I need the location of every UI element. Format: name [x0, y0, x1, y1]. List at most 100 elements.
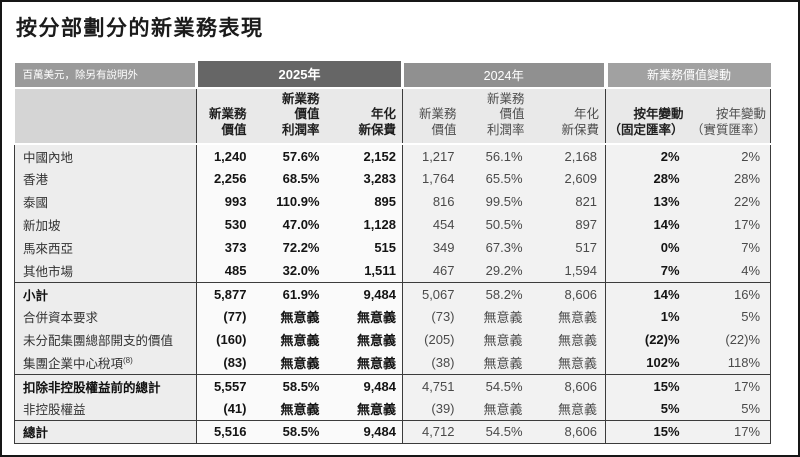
- cell-2024-margin: 29.2%: [462, 259, 531, 283]
- cell-2024-anp: 2,168: [530, 144, 606, 168]
- row-label-cell: 香港: [14, 167, 197, 191]
- cell-2025-nbv: (41): [196, 397, 253, 421]
- cell-2025-nbv: 530: [196, 213, 253, 237]
- table-band-row: 百萬美元，除另有說明外 2025年 2024年 新業務價值變動: [14, 58, 771, 88]
- cell-yoy-actual-rate: 16%: [685, 281, 772, 306]
- cell-2024-margin: 58.2%: [462, 281, 531, 306]
- page-title: 按分部劃分的新業務表現: [16, 17, 264, 40]
- cell-2024-nbv: 1,764: [402, 167, 463, 191]
- cell-yoy-actual-rate: (22)%: [685, 328, 772, 352]
- cell-2025-nbv: 2,256: [196, 167, 253, 191]
- cell-yoy-actual-rate: 118%: [685, 351, 772, 375]
- cell-2025-anp: 9,484: [325, 373, 403, 398]
- cell-2024-nbv: 467: [402, 259, 463, 283]
- row-label-cell: 總計: [14, 419, 197, 444]
- subheader-yoy-fixed-rate: 按年變動 （固定匯率）: [605, 86, 686, 146]
- cell-2024-nbv: 5,067: [402, 281, 463, 306]
- table-row: 泰國 993 110.9% 895 816 99.5% 821 13% 22%: [14, 190, 772, 214]
- new-business-performance-table: 百萬美元，除另有說明外 2025年 2024年 新業務價值變動 新業務 價值 新…: [14, 58, 772, 444]
- cell-yoy-fixed-rate: (22)%: [605, 328, 686, 352]
- cell-2025-nbv: 5,516: [196, 419, 253, 444]
- cell-2024-margin: 無意義: [462, 351, 531, 375]
- cell-2024-anp: 8,606: [530, 419, 606, 444]
- table-row: 馬來西亞 373 72.2% 515 349 67.3% 517 0% 7%: [14, 236, 772, 260]
- cell-2024-anp: 2,609: [530, 167, 606, 191]
- cell-2025-anp: 9,484: [325, 281, 403, 306]
- cell-2024-anp: 517: [530, 236, 606, 260]
- table-row: 其他市場 485 32.0% 1,511 467 29.2% 1,594 7% 4%: [14, 259, 772, 283]
- cell-yoy-actual-rate: 17%: [685, 213, 772, 237]
- table-row: 小計 5,877 61.9% 9,484 5,067 58.2% 8,606 14% 16%: [14, 281, 772, 306]
- cell-2024-nbv: 816: [402, 190, 463, 214]
- cell-2025-margin: 68.5%: [252, 167, 326, 191]
- row-label-cell: 扣除非控股權益前的總計: [14, 373, 197, 398]
- row-label-cell: 馬來西亞: [14, 236, 197, 260]
- cell-yoy-actual-rate: 28%: [685, 167, 772, 191]
- cell-2024-margin: 65.5%: [462, 167, 531, 191]
- cell-2024-margin: 54.5%: [462, 419, 531, 444]
- cell-yoy-fixed-rate: 7%: [605, 259, 686, 283]
- cell-2024-anp: 821: [530, 190, 606, 214]
- cell-2024-anp: 無意義: [530, 397, 606, 421]
- cell-2025-nbv: 1,240: [196, 144, 253, 168]
- table-row: 扣除非控股權益前的總計 5,557 58.5% 9,484 4,751 54.5% 8,60…: [14, 373, 772, 398]
- cell-2025-nbv: (77): [196, 305, 253, 329]
- cell-yoy-fixed-rate: 13%: [605, 190, 686, 214]
- cell-yoy-fixed-rate: 15%: [605, 419, 686, 444]
- cell-2024-anp: 8,606: [530, 281, 606, 306]
- cell-yoy-actual-rate: 17%: [685, 373, 772, 398]
- cell-yoy-actual-rate: 5%: [685, 305, 772, 329]
- subheader-2025-anp: 年化 新保費: [325, 86, 403, 146]
- subheader-2024-nbv: 新業務 價值: [402, 86, 463, 146]
- cell-2024-margin: 99.5%: [462, 190, 531, 214]
- cell-2024-nbv: (39): [402, 397, 463, 421]
- band-2025: 2025年: [194, 60, 403, 88]
- cell-2024-anp: 1,594: [530, 259, 606, 283]
- cell-2025-nbv: 5,557: [196, 373, 253, 398]
- cell-yoy-fixed-rate: 102%: [605, 351, 686, 375]
- subheader-2024-margin: 新業務 價值 利潤率: [462, 86, 531, 146]
- cell-2025-margin: 61.9%: [252, 281, 326, 306]
- cell-2025-margin: 無意義: [252, 328, 326, 352]
- cell-2024-nbv: 4,712: [402, 419, 463, 444]
- row-label-cell: 非控股權益: [14, 397, 197, 421]
- cell-2025-anp: 3,283: [325, 167, 403, 191]
- cell-2025-anp: 無意義: [325, 328, 403, 352]
- unit-note: 百萬美元，除另有說明外: [14, 58, 197, 88]
- cell-2025-anp: 2,152: [325, 144, 403, 168]
- footnote-marker: (8): [123, 355, 133, 365]
- cell-yoy-fixed-rate: 14%: [605, 281, 686, 306]
- cell-2025-nbv: 373: [196, 236, 253, 260]
- cell-2024-margin: 54.5%: [462, 373, 531, 398]
- subheader-2024-anp: 年化 新保費: [530, 86, 606, 146]
- cell-2024-anp: 897: [530, 213, 606, 237]
- cell-2025-margin: 47.0%: [252, 213, 326, 237]
- cell-2024-nbv: 1,217: [402, 144, 463, 168]
- cell-2025-anp: 1,128: [325, 213, 403, 237]
- cell-yoy-fixed-rate: 15%: [605, 373, 686, 398]
- cell-2025-nbv: (83): [196, 351, 253, 375]
- cell-2024-anp: 無意義: [530, 328, 606, 352]
- cell-2025-anp: 515: [325, 236, 403, 260]
- table-row: 集團企業中心稅項(8) (83) 無意義 無意義 (38) 無意義 無意義 102% 118%: [14, 351, 772, 375]
- cell-2024-margin: 無意義: [462, 305, 531, 329]
- row-label-cell: 泰國: [14, 190, 197, 214]
- cell-yoy-actual-rate: 7%: [685, 236, 772, 260]
- cell-2025-margin: 無意義: [252, 397, 326, 421]
- table-row: 未分配集團總部開支的價值 (160) 無意義 無意義 (205) 無意義 無意義 (22)%(…: [14, 328, 772, 352]
- subheader-2025-nbv: 新業務 價值: [196, 86, 253, 146]
- table-row: 香港 2,256 68.5% 3,283 1,764 65.5% 2,609 28% 28%: [14, 167, 772, 191]
- cell-2024-nbv: 349: [402, 236, 463, 260]
- cell-2024-anp: 無意義: [530, 305, 606, 329]
- cell-2025-margin: 72.2%: [252, 236, 326, 260]
- table-row: 合併資本要求 (77) 無意義 無意義 (73) 無意義 無意義 1% 5%: [14, 305, 772, 329]
- cell-2024-margin: 無意義: [462, 397, 531, 421]
- cell-2024-nbv: 4,751: [402, 373, 463, 398]
- table-row: 總計 5,516 58.5% 9,484 4,712 54.5% 8,606 15% 17%: [14, 419, 772, 444]
- cell-2025-anp: 1,511: [325, 259, 403, 283]
- cell-2025-nbv: 993: [196, 190, 253, 214]
- table-subheader-row: 新業務 價值 新業務 價值 利潤率 年化 新保費 新業務 價值 新業務 價值 利…: [14, 86, 772, 146]
- table-body: 中國內地 1,240 57.6% 2,152 1,217 56.1% 2,168 2% 2% 香港…: [14, 144, 772, 444]
- band-2024: 2024年: [401, 58, 606, 88]
